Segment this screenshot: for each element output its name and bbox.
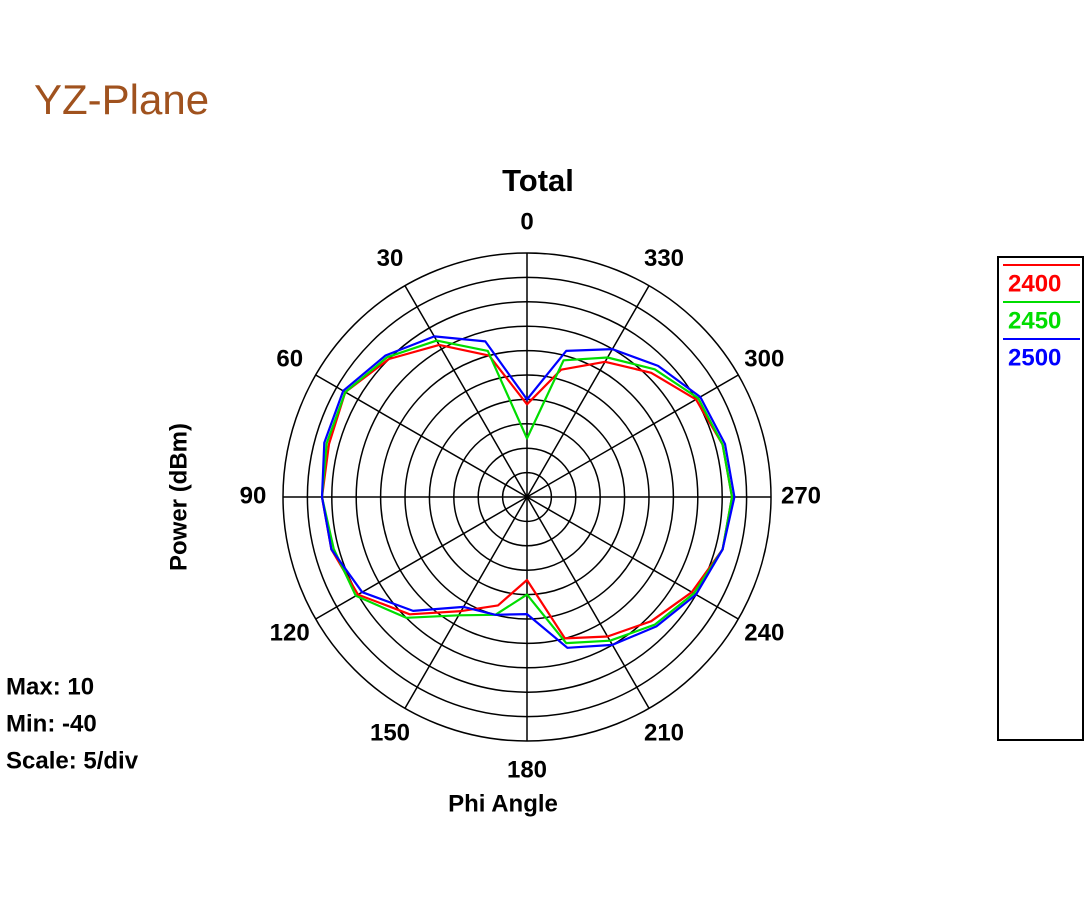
spoke bbox=[526, 496, 650, 709]
angle-tick-label: 270 bbox=[781, 482, 821, 509]
angle-tick-label: 0 bbox=[520, 208, 533, 235]
annotation: Scale: 5/div bbox=[6, 747, 139, 774]
angle-tick-label: 60 bbox=[276, 345, 303, 372]
angle-tick-label: 180 bbox=[507, 756, 547, 783]
angle-tick-label: 150 bbox=[370, 720, 410, 747]
angle-tick-label: 240 bbox=[744, 619, 784, 646]
legend-label: 2400 bbox=[1008, 270, 1061, 297]
spoke bbox=[526, 285, 650, 498]
spoke bbox=[526, 374, 739, 498]
series-line bbox=[320, 335, 736, 649]
spoke bbox=[315, 496, 528, 620]
angle-tick-label: 30 bbox=[377, 245, 404, 272]
angle-tick-label: 210 bbox=[644, 720, 684, 747]
curves bbox=[320, 335, 736, 649]
polar-grid: 0 30 60 90 120 150 180 210 240 270 300 330 bbox=[240, 208, 821, 783]
annotation: Min: -40 bbox=[6, 710, 97, 737]
legend-label: 2500 bbox=[1008, 344, 1061, 371]
spoke bbox=[315, 374, 528, 498]
angle-tick-label: 120 bbox=[270, 619, 310, 646]
spoke bbox=[404, 285, 528, 498]
legend: 2400 2450 2500 bbox=[1003, 264, 1080, 371]
spoke bbox=[526, 496, 739, 620]
annotation: Max: 10 bbox=[6, 673, 94, 700]
chart-title: Total bbox=[502, 163, 574, 198]
angle-axis-label: Phi Angle bbox=[448, 790, 558, 817]
radial-axis-label: Power (dBm) bbox=[165, 423, 192, 571]
spoke bbox=[404, 496, 528, 709]
angle-tick-label: 90 bbox=[240, 482, 267, 509]
series-line bbox=[320, 339, 734, 645]
legend-box bbox=[997, 256, 1084, 741]
page-title: YZ-Plane bbox=[34, 76, 209, 123]
angle-tick-label: 330 bbox=[644, 245, 684, 272]
legend-label: 2450 bbox=[1008, 307, 1061, 334]
angle-tick-label: 300 bbox=[744, 345, 784, 372]
